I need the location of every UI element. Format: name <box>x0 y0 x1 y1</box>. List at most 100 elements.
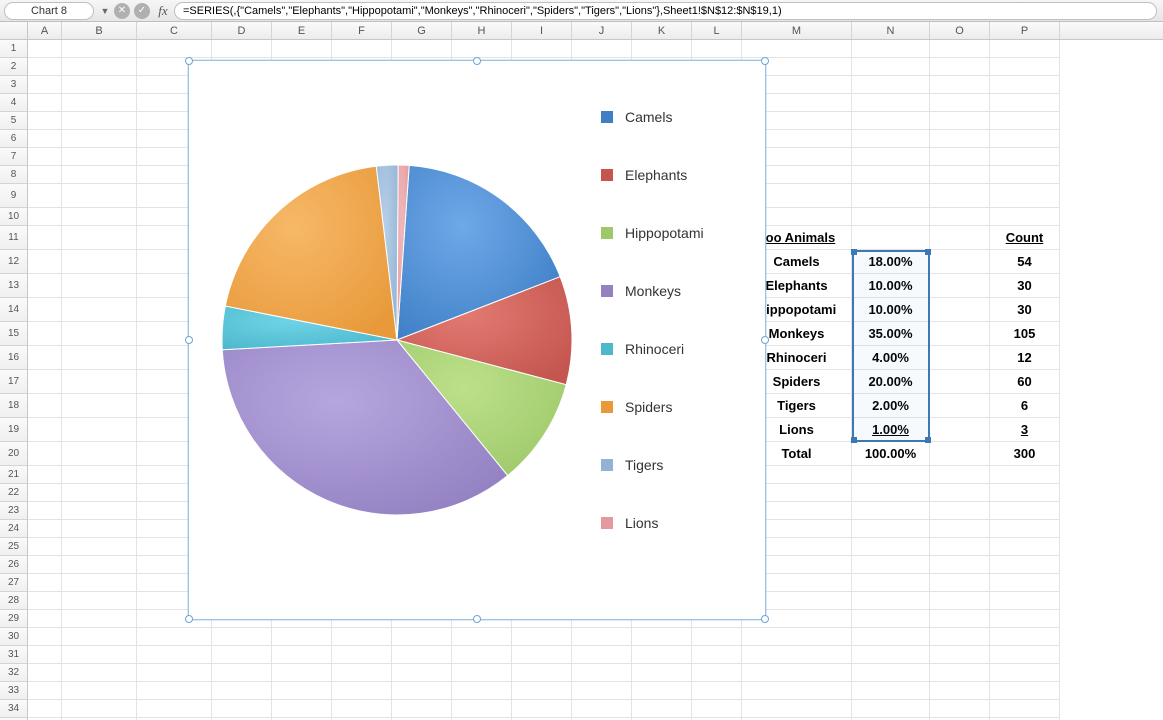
row-header-18[interactable]: 18 <box>0 394 28 418</box>
row-header-4[interactable]: 4 <box>0 94 28 112</box>
cell-P24[interactable] <box>990 520 1060 538</box>
cell-K31[interactable] <box>632 646 692 664</box>
cell-B34[interactable] <box>62 700 137 718</box>
cell-A33[interactable] <box>28 682 62 700</box>
cell-N23[interactable] <box>852 502 930 520</box>
row-header-24[interactable]: 24 <box>0 520 28 538</box>
cell-B23[interactable] <box>62 502 137 520</box>
resize-handle-w[interactable] <box>185 336 193 344</box>
cell-B1[interactable] <box>62 40 137 58</box>
cell-B25[interactable] <box>62 538 137 556</box>
cell-M33[interactable] <box>742 682 852 700</box>
cell-P22[interactable] <box>990 484 1060 502</box>
cell-H30[interactable] <box>452 628 512 646</box>
row-header-25[interactable]: 25 <box>0 538 28 556</box>
col-header-A[interactable]: A <box>28 22 62 39</box>
cell-P31[interactable] <box>990 646 1060 664</box>
cell-L30[interactable] <box>692 628 742 646</box>
cell-P9[interactable] <box>990 184 1060 208</box>
resize-handle-se[interactable] <box>761 615 769 623</box>
cell-N7[interactable] <box>852 148 930 166</box>
cell-O22[interactable] <box>930 484 990 502</box>
cell-M1[interactable] <box>742 40 852 58</box>
cell-B12[interactable] <box>62 250 137 274</box>
row-header-26[interactable]: 26 <box>0 556 28 574</box>
cell-L33[interactable] <box>692 682 742 700</box>
cell-M31[interactable] <box>742 646 852 664</box>
col-header-C[interactable]: C <box>137 22 212 39</box>
cell-N20[interactable]: 100.00% <box>852 442 930 466</box>
cell-I30[interactable] <box>512 628 572 646</box>
name-box[interactable]: Chart 8 <box>4 2 94 20</box>
cell-A23[interactable] <box>28 502 62 520</box>
cell-F34[interactable] <box>332 700 392 718</box>
col-header-E[interactable]: E <box>272 22 332 39</box>
cell-C32[interactable] <box>137 664 212 682</box>
cell-I32[interactable] <box>512 664 572 682</box>
cell-N16[interactable]: 4.00% <box>852 346 930 370</box>
cell-F30[interactable] <box>332 628 392 646</box>
cell-N9[interactable] <box>852 184 930 208</box>
cell-N2[interactable] <box>852 58 930 76</box>
col-header-M[interactable]: M <box>742 22 852 39</box>
cell-P29[interactable] <box>990 610 1060 628</box>
cell-I1[interactable] <box>512 40 572 58</box>
cell-H32[interactable] <box>452 664 512 682</box>
cell-B29[interactable] <box>62 610 137 628</box>
cell-O32[interactable] <box>930 664 990 682</box>
col-header-G[interactable]: G <box>392 22 452 39</box>
cell-N14[interactable]: 10.00% <box>852 298 930 322</box>
col-header-O[interactable]: O <box>930 22 990 39</box>
row-header-29[interactable]: 29 <box>0 610 28 628</box>
cell-A4[interactable] <box>28 94 62 112</box>
cell-E32[interactable] <box>272 664 332 682</box>
legend-item-monkeys[interactable]: Monkeys <box>601 283 753 299</box>
cell-B2[interactable] <box>62 58 137 76</box>
cell-F33[interactable] <box>332 682 392 700</box>
cell-A27[interactable] <box>28 574 62 592</box>
cell-B27[interactable] <box>62 574 137 592</box>
cell-A7[interactable] <box>28 148 62 166</box>
cell-E33[interactable] <box>272 682 332 700</box>
col-header-L[interactable]: L <box>692 22 742 39</box>
cell-O24[interactable] <box>930 520 990 538</box>
cell-E30[interactable] <box>272 628 332 646</box>
cell-B28[interactable] <box>62 592 137 610</box>
cell-D34[interactable] <box>212 700 272 718</box>
cell-A20[interactable] <box>28 442 62 466</box>
row-header-34[interactable]: 34 <box>0 700 28 718</box>
cell-P14[interactable]: 30 <box>990 298 1060 322</box>
row-header-3[interactable]: 3 <box>0 76 28 94</box>
col-header-H[interactable]: H <box>452 22 512 39</box>
cell-C30[interactable] <box>137 628 212 646</box>
cell-P26[interactable] <box>990 556 1060 574</box>
cell-P4[interactable] <box>990 94 1060 112</box>
row-header-22[interactable]: 22 <box>0 484 28 502</box>
cell-N6[interactable] <box>852 130 930 148</box>
cell-N4[interactable] <box>852 94 930 112</box>
cell-I33[interactable] <box>512 682 572 700</box>
cell-K32[interactable] <box>632 664 692 682</box>
cell-M30[interactable] <box>742 628 852 646</box>
cell-P19[interactable]: 3 <box>990 418 1060 442</box>
cell-B9[interactable] <box>62 184 137 208</box>
cell-O34[interactable] <box>930 700 990 718</box>
select-all-corner[interactable] <box>0 22 28 39</box>
cell-A21[interactable] <box>28 466 62 484</box>
row-header-19[interactable]: 19 <box>0 418 28 442</box>
cancel-icon[interactable]: ✕ <box>114 3 130 19</box>
cell-K30[interactable] <box>632 628 692 646</box>
cell-A29[interactable] <box>28 610 62 628</box>
row-header-9[interactable]: 9 <box>0 184 28 208</box>
namebox-dropdown-icon[interactable]: ▼ <box>98 4 112 18</box>
cell-N29[interactable] <box>852 610 930 628</box>
cell-O23[interactable] <box>930 502 990 520</box>
cell-P6[interactable] <box>990 130 1060 148</box>
cell-J32[interactable] <box>572 664 632 682</box>
resize-handle-sw[interactable] <box>185 615 193 623</box>
row-header-21[interactable]: 21 <box>0 466 28 484</box>
legend-item-lions[interactable]: Lions <box>601 515 753 531</box>
cell-B3[interactable] <box>62 76 137 94</box>
cell-H1[interactable] <box>452 40 512 58</box>
cell-A9[interactable] <box>28 184 62 208</box>
